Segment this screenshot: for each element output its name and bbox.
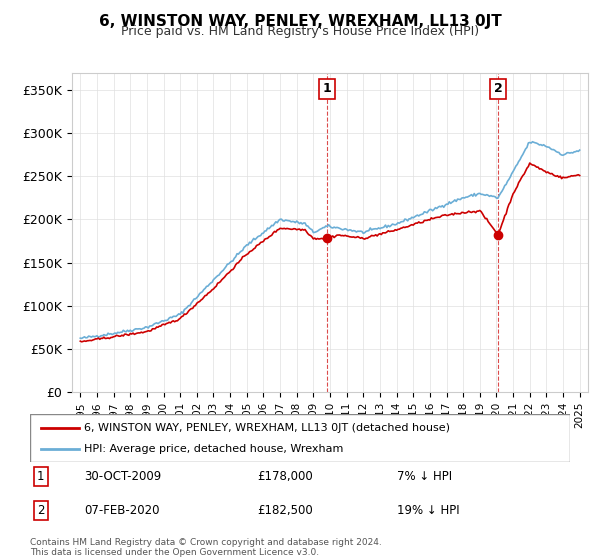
Text: 6, WINSTON WAY, PENLEY, WREXHAM, LL13 0JT (detached house): 6, WINSTON WAY, PENLEY, WREXHAM, LL13 0J… [84,423,450,433]
Text: 07-FEB-2020: 07-FEB-2020 [84,504,160,517]
Text: £182,500: £182,500 [257,504,313,517]
Text: 7% ↓ HPI: 7% ↓ HPI [397,470,452,483]
FancyBboxPatch shape [30,414,570,462]
Text: 6, WINSTON WAY, PENLEY, WREXHAM, LL13 0JT: 6, WINSTON WAY, PENLEY, WREXHAM, LL13 0J… [98,14,502,29]
Text: £178,000: £178,000 [257,470,313,483]
Text: 1: 1 [323,82,332,95]
Text: 19% ↓ HPI: 19% ↓ HPI [397,504,460,517]
Text: Contains HM Land Registry data © Crown copyright and database right 2024.
This d: Contains HM Land Registry data © Crown c… [30,538,382,557]
Text: 2: 2 [37,504,44,517]
Text: 30-OCT-2009: 30-OCT-2009 [84,470,161,483]
Text: Price paid vs. HM Land Registry's House Price Index (HPI): Price paid vs. HM Land Registry's House … [121,25,479,38]
Text: 1: 1 [37,470,44,483]
Text: 2: 2 [494,82,502,95]
Text: HPI: Average price, detached house, Wrexham: HPI: Average price, detached house, Wrex… [84,444,343,454]
